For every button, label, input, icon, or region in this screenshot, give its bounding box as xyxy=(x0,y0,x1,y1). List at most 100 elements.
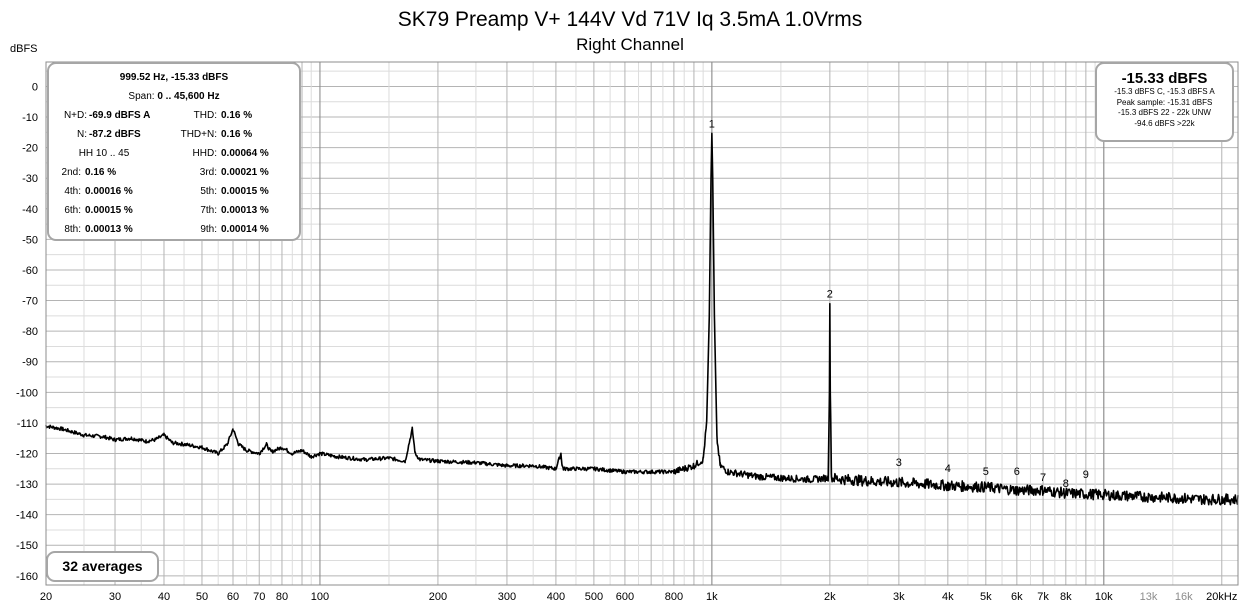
x-tick-label: 8k xyxy=(1060,591,1072,603)
averages-badge: 32 averages xyxy=(46,551,159,582)
x-tick-labels: 20 30 40 50 60 70 80 100 200 300 400 500 600 800 1k 2k 3… xyxy=(40,591,1237,603)
h2-label: 2nd: xyxy=(61,167,81,178)
span-value: 0 .. 45,600 Hz xyxy=(157,91,220,102)
y-tick-label: 0 xyxy=(32,81,38,93)
h3-label: 3rd: xyxy=(199,167,217,178)
span-readout: Span: 0 .. 45,600 Hz xyxy=(49,91,299,102)
h3-value: 0.00021 % xyxy=(221,167,269,178)
harmonic-marker-label: 8 xyxy=(1063,478,1069,490)
x-tick-label: 5k xyxy=(980,591,992,603)
nd-value: -69.9 dBFS A xyxy=(89,110,151,121)
level-main: -15.33 dBFS xyxy=(1121,70,1208,87)
h8-value: 0.00013 % xyxy=(85,224,133,235)
x-tick-label: 10k xyxy=(1095,591,1113,603)
thdn-value: 0.16 % xyxy=(221,129,253,140)
x-tick-label: 16k xyxy=(1175,591,1193,603)
y-tick-label: -120 xyxy=(16,448,38,460)
x-tick-label: 6k xyxy=(1011,591,1023,603)
x-tick-label: 60 xyxy=(227,591,239,603)
h5-label: 5th: xyxy=(200,186,217,197)
x-tick-label: 30 xyxy=(109,591,121,603)
level-weighted: -15.3 dBFS C, -15.3 dBFS A xyxy=(1114,87,1215,96)
hhd-label: HHD: xyxy=(192,148,217,159)
level-peak-sample: Peak sample: -15.31 dBFS xyxy=(1116,97,1213,107)
noise-value: -87.2 dBFS xyxy=(89,129,141,140)
harmonic-marker-label: 5 xyxy=(983,466,989,478)
chart-title: SK79 Preamp V+ 144V Vd 71V Iq 3.5mA 1.0V… xyxy=(397,8,863,31)
h7-label: 7th: xyxy=(200,205,217,216)
spectrum-trace xyxy=(45,132,1239,506)
thd-value: 0.16 % xyxy=(221,110,253,121)
x-tick-label: 100 xyxy=(311,591,329,603)
y-tick-label: -160 xyxy=(16,571,38,583)
x-tick-label: 40 xyxy=(158,591,170,603)
harmonic-marker-label: 4 xyxy=(945,463,951,475)
harmonic-marker-label: 3 xyxy=(896,457,902,469)
y-tick-label: -70 xyxy=(22,296,38,308)
x-tick-label: 20kHz xyxy=(1206,591,1237,603)
h7-value: 0.00013 % xyxy=(221,205,269,216)
noise-label: N: xyxy=(77,129,87,140)
x-tick-label: 7k xyxy=(1037,591,1049,603)
h5-value: 0.00015 % xyxy=(221,186,269,197)
y-tick-label: -80 xyxy=(22,326,38,338)
h8-label: 8th: xyxy=(64,224,81,235)
y-tick-label: -100 xyxy=(16,387,38,399)
chart-subtitle: Right Channel xyxy=(576,35,684,54)
y-tick-label: -150 xyxy=(16,540,38,552)
y-tick-label: -20 xyxy=(22,143,38,155)
y-tick-label: -40 xyxy=(22,204,38,216)
h2-value: 0.16 % xyxy=(85,167,117,178)
harmonic-marker-label: 9 xyxy=(1083,469,1089,481)
y-tick-label: -50 xyxy=(22,234,38,246)
y-tick-label: -130 xyxy=(16,479,38,491)
nd-label: N+D: xyxy=(63,110,87,121)
harmonic-marker-label: 7 xyxy=(1040,472,1046,484)
x-tick-label: 50 xyxy=(196,591,208,603)
harmonic-marker-label: 1 xyxy=(709,118,715,130)
x-tick-label: 200 xyxy=(429,591,447,603)
distortion-stats-panel: 999.52 Hz, -15.33 dBFS Span: 0 .. 45,600… xyxy=(47,62,301,241)
x-tick-label: 2k xyxy=(824,591,836,603)
y-tick-labels: 0 -10 -20 -30 -40 -50 -60 -70 -80 -90 -100 -110 -120… xyxy=(16,81,38,582)
level-above-22k: -94.6 dBFS >22k xyxy=(1134,118,1195,128)
x-tick-label: 20 xyxy=(40,591,52,603)
x-tick-label: 80 xyxy=(276,591,288,603)
x-tick-label: 300 xyxy=(498,591,516,603)
level-readout-panel: -15.33 dBFS -15.3 dBFS C, -15.3 dBFS A P… xyxy=(1095,62,1234,142)
level-unweighted: -15.3 dBFS 22 - 22k UNW xyxy=(1118,108,1211,117)
hh-range: HH 10 .. 45 xyxy=(78,148,130,159)
h6-value: 0.00015 % xyxy=(85,205,133,216)
x-tick-label: 400 xyxy=(547,591,565,603)
h4-value: 0.00016 % xyxy=(85,186,133,197)
harmonic-marker-label: 2 xyxy=(827,289,833,301)
y-axis-unit-label: dBFS xyxy=(10,43,38,55)
grid-lines xyxy=(45,62,1238,585)
plot-frame xyxy=(45,61,1239,586)
h4-label: 4th: xyxy=(64,186,81,197)
x-tick-label: 800 xyxy=(665,591,683,603)
y-tick-label: -30 xyxy=(22,173,38,185)
hhd-value: 0.00064 % xyxy=(221,148,269,159)
span-label: Span: xyxy=(128,91,155,102)
x-tick-label: 3k xyxy=(893,591,905,603)
h9-label: 9th: xyxy=(200,224,217,235)
x-tick-label: 600 xyxy=(616,591,634,603)
h9-value: 0.00014 % xyxy=(221,224,269,235)
thdn-label: THD+N: xyxy=(180,129,217,140)
x-tick-label: 4k xyxy=(942,591,954,603)
x-tick-label: 70 xyxy=(253,591,265,603)
y-tick-label: -10 xyxy=(22,112,38,124)
y-tick-label: -110 xyxy=(17,418,38,430)
thd-label: THD: xyxy=(193,110,217,121)
x-tick-label: 13k xyxy=(1140,591,1158,603)
x-tick-label: 1k xyxy=(706,591,718,603)
y-tick-label: -90 xyxy=(22,357,38,369)
y-tick-label: -60 xyxy=(22,265,38,277)
x-tick-label: 500 xyxy=(585,591,603,603)
y-tick-label: -140 xyxy=(16,510,38,522)
peak-readout: 999.52 Hz, -15.33 dBFS xyxy=(119,72,229,83)
h6-label: 6th: xyxy=(64,205,81,216)
harmonic-markers: 1 2 3 4 5 6 7 8 9 xyxy=(709,118,1089,490)
